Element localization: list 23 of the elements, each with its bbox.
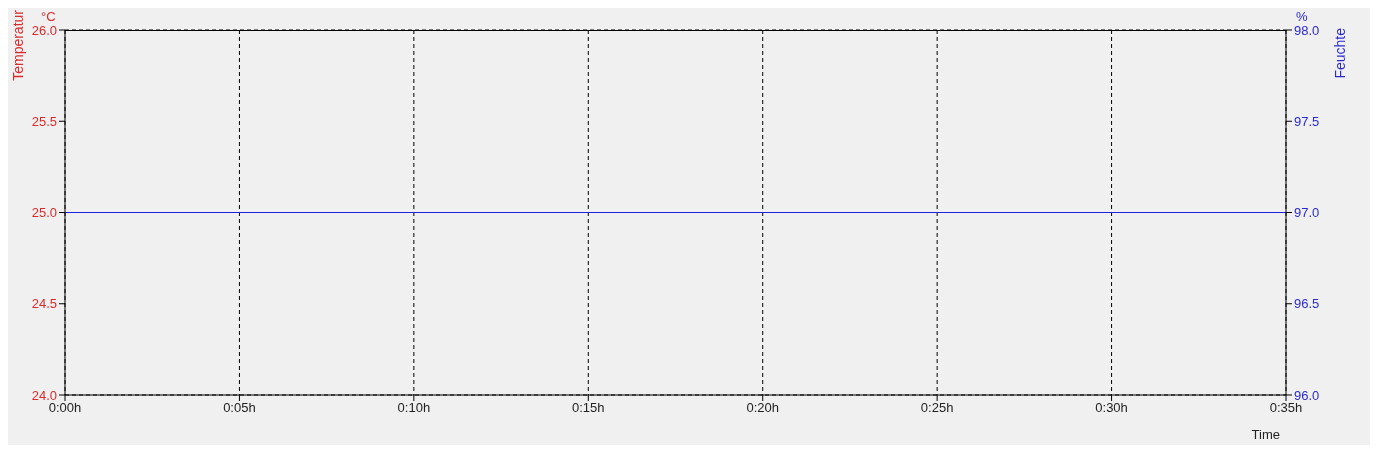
x-tick-label: 0:10h	[397, 400, 431, 416]
y2-tick-label: 98.0	[1294, 22, 1320, 38]
text: °C	[41, 9, 56, 24]
y2-axis-title: Feuchte	[1332, 28, 1348, 79]
y-tick-label: 24.0	[31, 387, 57, 403]
y-axis-title: Temperatur	[10, 10, 26, 81]
y-tick-label: 26.0	[31, 22, 57, 38]
y-tick-label: 24.5	[31, 296, 57, 312]
x-tick-label: 0:00h	[48, 400, 82, 416]
x-tick-label: 0:25h	[920, 400, 954, 416]
y-tick-label: 25.0	[31, 205, 57, 221]
x-tick-label: 0:20h	[746, 400, 779, 416]
text: %	[1296, 9, 1308, 24]
y2-tick-label: 96.5	[1294, 296, 1320, 312]
x-tick-label: 0:05h	[223, 400, 256, 416]
x-tick-label: 0:15h	[572, 400, 605, 416]
y2-tick-label: 97.0	[1294, 205, 1320, 221]
y-tick-label: 25.5	[31, 113, 57, 129]
y2-tick-label: 96.0	[1294, 387, 1320, 403]
y2-tick-label: 97.5	[1294, 113, 1320, 129]
x-axis-title: Time	[1251, 427, 1280, 442]
x-tick-label: 0:30h	[1095, 400, 1128, 416]
x-tick-label: 0:35h	[1269, 400, 1303, 416]
